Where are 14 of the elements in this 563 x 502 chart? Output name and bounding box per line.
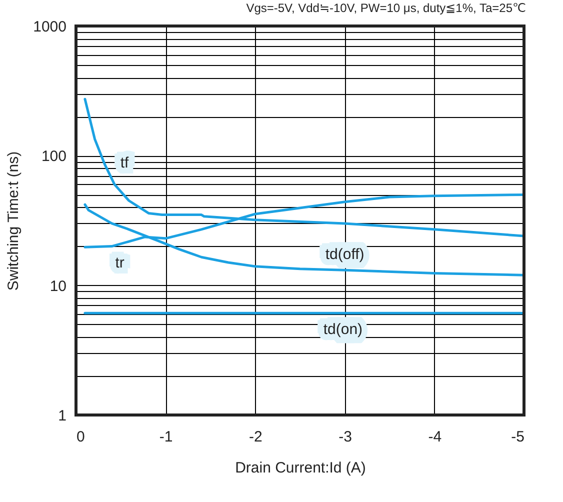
y-tick-label: 1 <box>58 408 66 424</box>
series-label: tr <box>115 254 124 272</box>
x-tick-label: -5 <box>511 428 524 446</box>
y-axis-title: Switching Time:t (ns) <box>5 151 22 291</box>
x-tick-label: -2 <box>249 428 262 446</box>
y-tick-label: 1000 <box>33 18 66 36</box>
x-tick-label: -3 <box>338 428 352 446</box>
x-tick-label: -1 <box>159 428 173 446</box>
y-tick-label: 100 <box>41 148 66 166</box>
chart-title: Vgs=-5V, Vdd≒-10V, PW=10 μs, duty≦1%, Ta=25℃ <box>246 1 526 15</box>
x-tick-label: -4 <box>428 428 442 446</box>
x-axis-title: Drain Current:Id (A) <box>235 460 366 476</box>
x-tick-label: 0 <box>76 428 85 446</box>
y-tick-label: 10 <box>50 278 66 295</box>
